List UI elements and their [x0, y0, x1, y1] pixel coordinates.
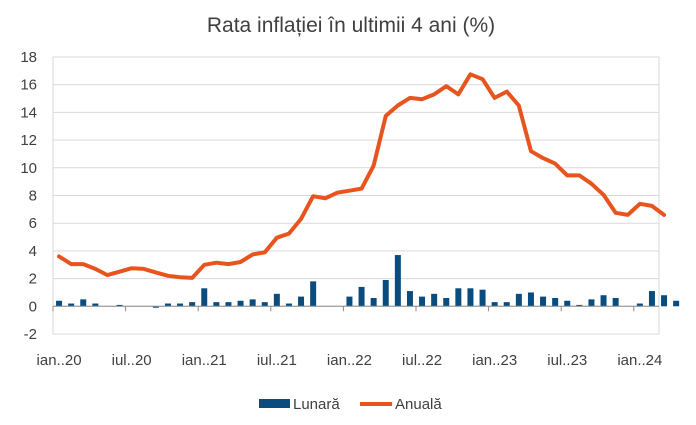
bar-lunara	[201, 288, 208, 307]
bar-lunara	[419, 296, 426, 307]
y-tick-label: 18	[20, 49, 37, 66]
bar-lunara	[648, 291, 655, 307]
bar-lunara	[346, 296, 353, 307]
bar-lunara	[443, 297, 450, 307]
x-tick-label: iul..20	[112, 352, 152, 369]
y-tick-label: 12	[20, 132, 37, 149]
x-tick-label: ian..21	[182, 352, 227, 369]
y-axis-tick-labels: -2 0 2 4 6 8 10 12 14 16 18	[20, 49, 37, 343]
line-anuala	[57, 72, 666, 280]
bar-lunara	[92, 303, 99, 307]
x-tick-label: ian..24	[617, 352, 662, 369]
bar-lunara	[600, 295, 607, 307]
plot-border	[52, 56, 660, 335]
bar-lunara	[249, 299, 256, 307]
bar-lunara	[225, 302, 232, 307]
bar-lunara	[515, 293, 522, 307]
bar-lunara	[56, 300, 63, 307]
legend: Lunară Anuală	[259, 396, 442, 413]
bar-lunara	[576, 304, 583, 307]
bar-lunara	[491, 302, 498, 307]
bar-lunara	[455, 288, 462, 307]
y-tick-label: 16	[20, 77, 37, 94]
bar-lunara	[406, 291, 413, 307]
bar-lunara	[68, 303, 75, 307]
bar-lunara	[503, 302, 510, 307]
bar-lunara	[673, 300, 680, 307]
bar-lunara	[479, 289, 486, 307]
bar-lunara	[273, 293, 280, 307]
x-tick-label: ian..20	[37, 352, 82, 369]
bar-lunara	[661, 295, 668, 307]
monthly-bars	[56, 255, 680, 308]
x-tick-label: iul..21	[257, 352, 297, 369]
legend-label-anuala: Anuală	[395, 396, 442, 413]
x-tick-label: ian..23	[472, 352, 517, 369]
y-tick-label: 8	[29, 188, 37, 205]
bar-lunara	[552, 297, 559, 307]
y-tick-label: 0	[29, 298, 37, 315]
bar-lunara	[431, 293, 438, 307]
y-tick-label: 2	[29, 271, 37, 288]
x-tick-label: iul..23	[547, 352, 587, 369]
y-tick-label: 10	[20, 160, 37, 177]
bar-lunara	[310, 281, 317, 307]
x-tick-label: ian..22	[327, 352, 372, 369]
bar-lunara	[298, 296, 305, 307]
y-tick-label: -2	[24, 326, 37, 343]
bar-lunara	[370, 297, 377, 307]
x-axis-tick-labels: ian..20 iul..20 ian..21 iul..21 ian..22 iul..…	[37, 352, 663, 369]
chart-title: Rata inflației în ultimii 4 ani (%)	[207, 14, 495, 37]
gridlines	[52, 56, 660, 335]
bar-lunara	[612, 297, 619, 307]
bar-lunara	[540, 296, 547, 307]
x-tick-label: iul..22	[402, 352, 442, 369]
bar-lunara	[358, 286, 365, 307]
bar-lunara	[164, 303, 171, 307]
bar-lunara	[177, 303, 184, 307]
bar-lunara	[467, 288, 474, 307]
bar-lunara	[261, 302, 268, 307]
bar-lunara	[394, 255, 401, 307]
bar-lunara	[527, 292, 534, 307]
bar-lunara	[80, 299, 87, 307]
bar-lunara	[636, 303, 643, 307]
y-tick-label: 6	[29, 215, 37, 232]
y-tick-label: 4	[29, 243, 37, 260]
y-tick-label: 14	[20, 104, 37, 121]
bar-lunara	[152, 306, 159, 308]
bar-lunara	[213, 302, 220, 307]
bar-lunara	[116, 304, 123, 307]
bar-lunara	[382, 279, 389, 307]
bar-lunara	[189, 302, 196, 307]
bar-lunara	[564, 300, 571, 307]
annual-line	[57, 72, 666, 280]
bar-lunara	[588, 299, 595, 307]
bar-lunara	[285, 303, 292, 307]
bar-lunara	[237, 300, 244, 307]
legend-swatch-lunara	[259, 399, 290, 408]
legend-label-lunara: Lunară	[293, 396, 340, 413]
x-axis	[52, 305, 659, 312]
